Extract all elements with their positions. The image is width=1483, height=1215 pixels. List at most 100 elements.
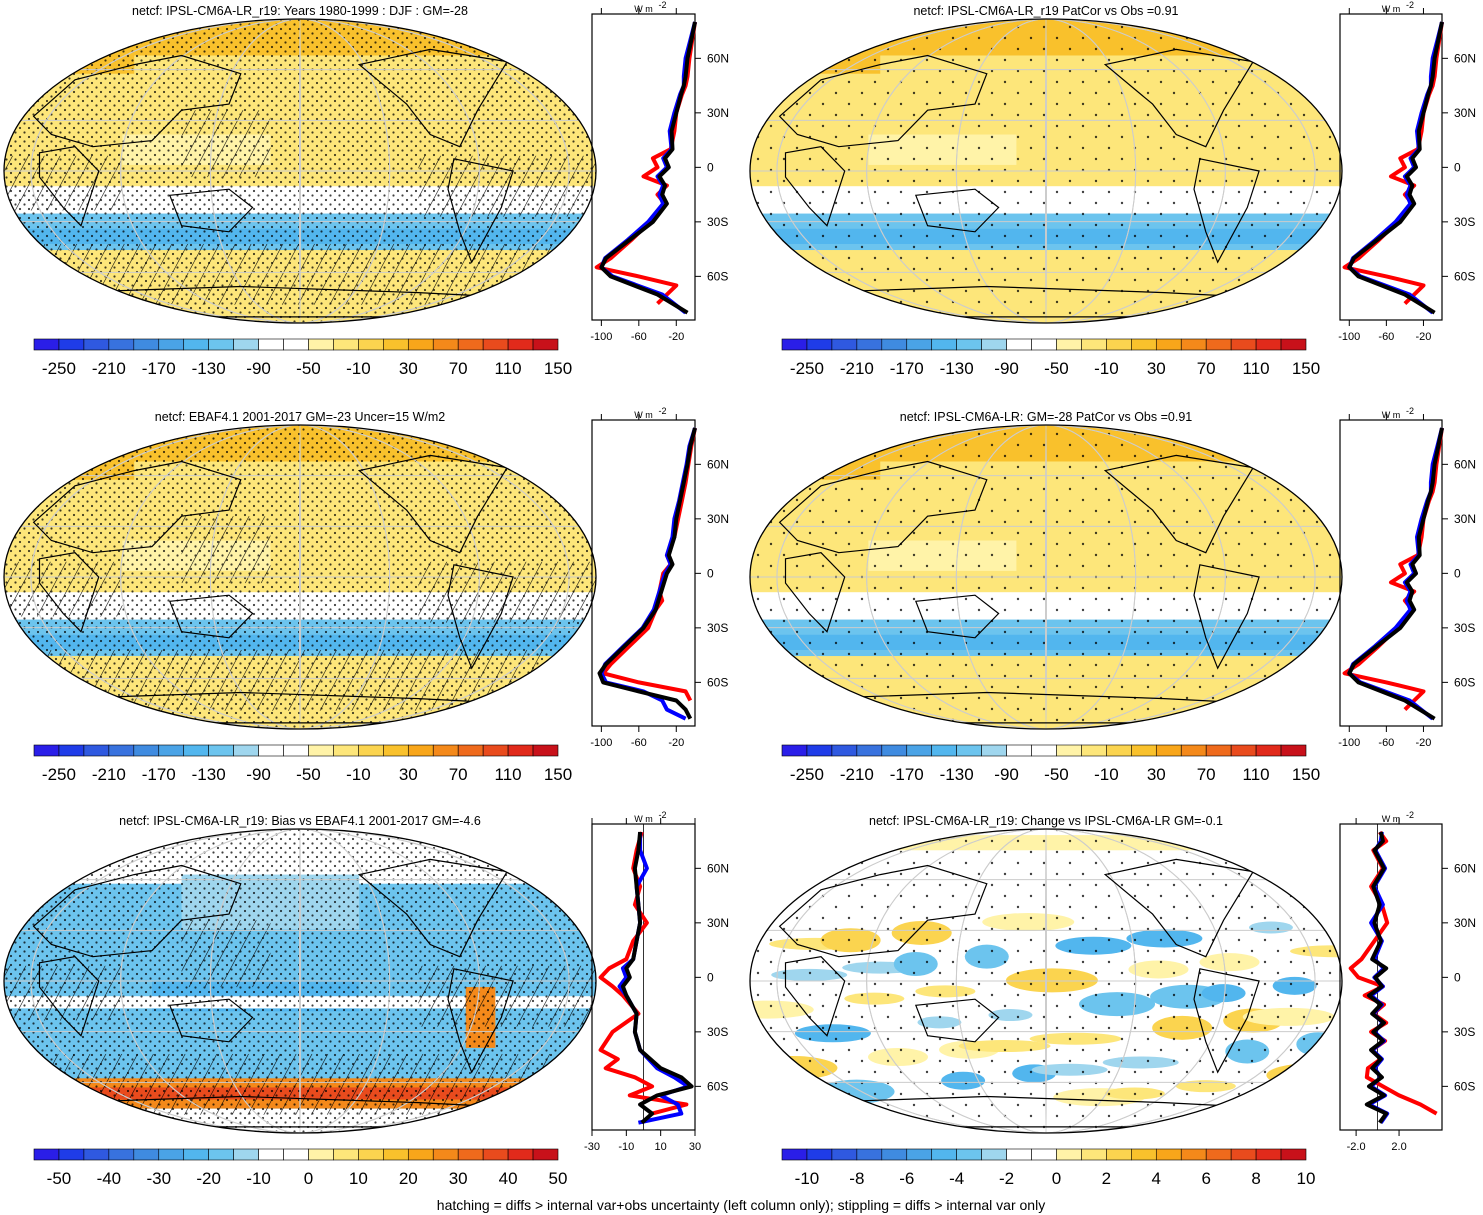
coastline (1103, 48, 1255, 148)
panel-4: netcf: IPSL-CM6A-LR: GM=-28 PatCor vs Ob… (749, 406, 1476, 784)
colorbar-swatch (482, 1148, 509, 1161)
map-field (750, 829, 1342, 1133)
graticule-lon (120, 829, 480, 1133)
colorbar-swatch (856, 744, 883, 757)
colorbar-swatch (1255, 1148, 1282, 1161)
field-patch (750, 1086, 824, 1111)
colorbar-swatch (507, 1148, 534, 1161)
colorbar-swatch (407, 744, 434, 757)
profile-unit-exponent: -2 (659, 810, 667, 820)
colorbar-swatch (1230, 744, 1257, 757)
field-patch (750, 914, 772, 927)
colorbar-swatch (1006, 1148, 1032, 1161)
x-tick-label: 2.0 (1391, 1141, 1406, 1153)
colorbar-swatch (1155, 1148, 1182, 1161)
profile-frame (1339, 823, 1443, 1131)
graticule-lon (776, 829, 1316, 1133)
map-field (4, 829, 596, 1133)
colorbar-swatch (806, 1148, 833, 1161)
colorbar-swatch (1081, 1148, 1107, 1161)
graticule-lon (120, 425, 480, 729)
colorbar-swatch (1280, 744, 1307, 757)
colorbar: -250 -210 -170 -130 -90 -50 -10 30 70 110 150 (33, 338, 572, 378)
colorbar-tick-label: -8 (849, 1169, 864, 1188)
colorbar-tick-label: 150 (1292, 359, 1320, 378)
colorbar-tick-label: -50 (296, 765, 321, 784)
lat-tick-label: 30S (1454, 215, 1475, 229)
lat-tick-label: 60S (707, 1079, 728, 1093)
colorbar-tick-label: 6 (1201, 1169, 1210, 1188)
lat-tick-label: 60N (707, 457, 729, 471)
colorbar-swatch (1180, 1148, 1207, 1161)
lat-tick-label: 60N (707, 51, 729, 65)
colorbar-swatch (457, 744, 484, 757)
coastline (447, 968, 514, 1074)
colorbar-swatch (1180, 744, 1207, 757)
colorbar-tick-label: -50 (47, 1169, 72, 1188)
colorbar-swatch (283, 338, 309, 351)
map-field (4, 19, 596, 323)
colorbar-swatch (457, 338, 484, 351)
hatching (181, 110, 271, 178)
colorbar-swatch (482, 338, 509, 351)
colorbar-tick-label: -250 (790, 359, 824, 378)
colorbar-tick-label: 150 (544, 765, 572, 784)
colorbar-tick-label: 30 (449, 1169, 468, 1188)
colorbar-tick-label: -50 (1044, 359, 1069, 378)
colorbar-swatch (856, 338, 883, 351)
x-tick-label: -60 (631, 331, 647, 343)
profile-line-obs (594, 21, 697, 306)
profile-line-model (1364, 831, 1389, 1124)
coastline (168, 594, 254, 639)
profile-unit: W m (634, 4, 653, 14)
colorbar-tick-label: -10 (346, 765, 371, 784)
colorbar-tick-label: -210 (92, 765, 126, 784)
lat-tick-label: 60S (1454, 269, 1475, 283)
profile-unit: W m (1382, 814, 1401, 824)
graticule-lon (955, 425, 1137, 729)
colorbar-swatch (931, 1148, 957, 1161)
panel-title: netcf: IPSL-CM6A-LR_r19: Change vs IPSL-… (869, 814, 1223, 828)
map (749, 424, 1343, 730)
coastline (784, 552, 846, 633)
lat-tick-label: 0 (707, 566, 714, 580)
coastline (1193, 564, 1260, 670)
map (3, 18, 597, 324)
graticule-lon (299, 829, 301, 1133)
colorbar-swatch (1031, 744, 1057, 757)
colorbar-tick-label: -170 (890, 359, 924, 378)
graticule-lon (866, 19, 1226, 323)
colorbar-swatch (1106, 744, 1132, 757)
zonal-profile: 60N 30N 0 30S 60S -2.0 2.0 W m -2 (1339, 810, 1476, 1153)
coastline (357, 48, 509, 148)
map-border (749, 424, 1343, 730)
colorbar-tick-label: -130 (192, 765, 226, 784)
colorbar-swatch (333, 1148, 359, 1161)
coastline (784, 146, 846, 227)
colorbar-swatch (507, 744, 534, 757)
colorbar-swatch (806, 744, 833, 757)
x-tick-label: 30 (689, 1141, 701, 1153)
coastline (32, 864, 242, 958)
colorbar-swatch (906, 744, 933, 757)
colorbar: -250 -210 -170 -130 -90 -50 -10 30 70 110 150 (33, 744, 572, 784)
colorbar-tick-label: -10 (1094, 359, 1119, 378)
colorbar-swatch (407, 338, 434, 351)
colorbar-tick-label: -170 (890, 765, 924, 784)
colorbar-swatch (33, 1148, 60, 1161)
map-border (3, 828, 597, 1134)
x-tick-label: -10 (618, 1141, 634, 1153)
profile-line-model (1347, 427, 1444, 721)
panel-3: netcf: EBAF4.1 2001-2017 GM=-23 Uncer=15… (3, 406, 729, 784)
lat-tick-label: 30S (707, 621, 728, 635)
figure-footer: hatching = diffs > internal var+obs unce… (437, 1197, 1045, 1213)
colorbar-tick-label: 20 (399, 1169, 418, 1188)
zonal-profile: 60N 30N 0 30S 60S -100 -60 -20 W m -2 (1338, 406, 1476, 749)
colorbar-swatch (532, 338, 559, 351)
colorbar: -250 -210 -170 -130 -90 -50 -10 30 70 110 150 (781, 744, 1320, 784)
lat-tick-label: 60N (1454, 457, 1476, 471)
coastline (32, 460, 242, 554)
colorbar-tick-label: -90 (246, 359, 271, 378)
map-field (750, 19, 1342, 323)
colorbar-swatch (1205, 1148, 1232, 1161)
